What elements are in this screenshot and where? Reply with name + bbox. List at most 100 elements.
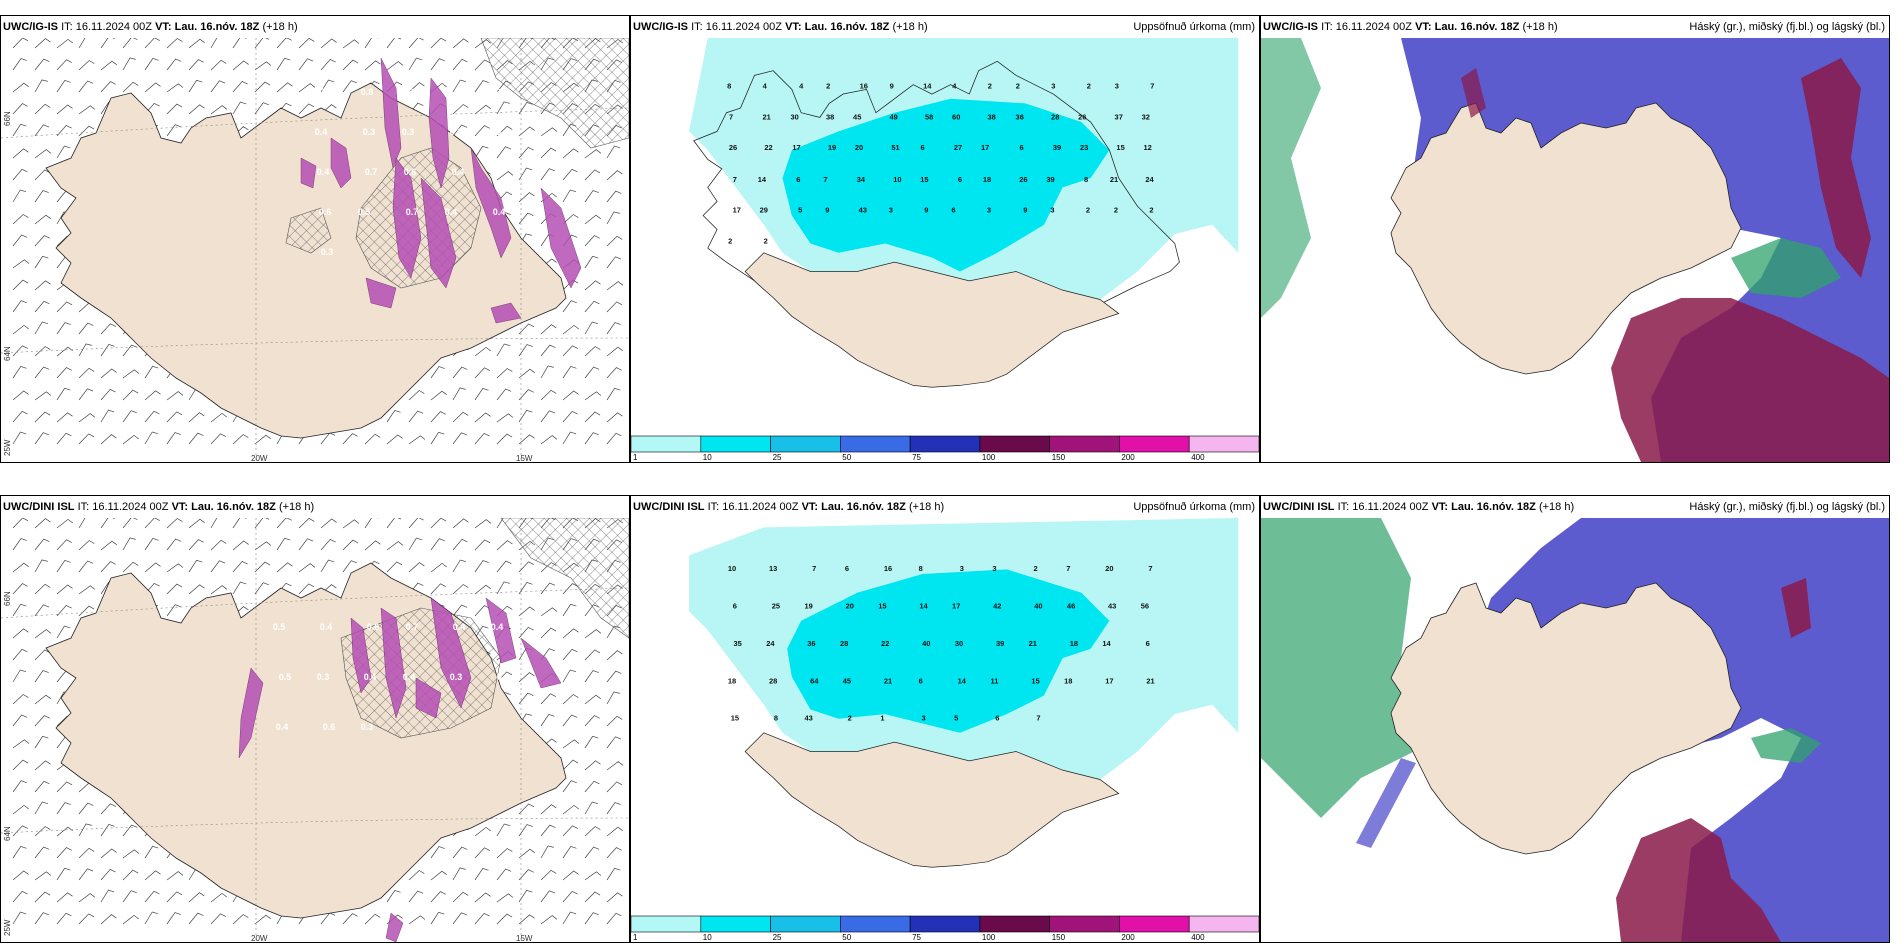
- wind-barb: [78, 802, 94, 815]
- lead-time: (+18 h): [892, 21, 928, 33]
- legend-tick-label: 25: [773, 933, 782, 942]
- iceland-land: [1390, 582, 1742, 855]
- wind-barb: [562, 714, 578, 727]
- vt-value: Lau. 16.nóv. 18Z: [821, 501, 906, 513]
- wind-barb: [34, 559, 48, 573]
- panel-cloud-bottom: UWC/DINI ISL IT: 16.11.2024 00Z VT: Lau.…: [1260, 495, 1890, 943]
- wind-barb: [254, 434, 271, 445]
- wind-barb: [188, 892, 205, 903]
- wind-barb: [166, 871, 184, 881]
- wind-barb: [122, 38, 138, 49]
- wind-barb: [540, 693, 556, 705]
- map-value-label: 19: [828, 143, 836, 152]
- wind-barb: [56, 124, 72, 137]
- wind-barb: [122, 410, 137, 423]
- legend-swatch: [770, 915, 841, 933]
- wind-barb: [496, 868, 512, 881]
- map-value-label: 0.6: [496, 87, 509, 97]
- wind-barb: [232, 540, 249, 551]
- map-value-label: 0.4: [320, 622, 333, 632]
- map-value-label: 14: [919, 602, 928, 611]
- wind-barb: [12, 214, 29, 225]
- wind-barb: [34, 760, 51, 771]
- wind-barb: [452, 518, 469, 529]
- map-value-label: 7: [1150, 81, 1154, 90]
- map-value-label: 13: [769, 564, 777, 573]
- map-value-label: 5: [954, 714, 958, 723]
- lon-15w-label: 15W: [516, 454, 533, 463]
- legend-swatch: [1119, 435, 1190, 453]
- wind-barb: [408, 562, 425, 573]
- map-value-label: 0.5: [273, 622, 286, 632]
- map-value-label: 36: [1016, 112, 1024, 121]
- wind-barb: [78, 38, 92, 49]
- wind-barb: [12, 38, 29, 49]
- map-value-label: 24: [766, 639, 775, 648]
- wind-barb: [232, 60, 249, 71]
- wind-barb: [606, 281, 624, 291]
- wind-barb: [496, 540, 513, 551]
- wind-barb: [562, 410, 578, 423]
- wind-barb: [518, 606, 535, 617]
- vt-value: Lau. 16.nóv. 18Z: [1451, 501, 1536, 513]
- wind-barb: [78, 913, 95, 925]
- wind-barb: [56, 802, 71, 815]
- map-value-label: 9: [890, 81, 894, 90]
- wind-barb: [562, 148, 579, 159]
- map-value-label: 0.4: [448, 87, 461, 97]
- wind-barb: [56, 301, 73, 313]
- wind-barb: [166, 411, 183, 423]
- wind-barb: [584, 694, 601, 705]
- wind-barb: [78, 367, 95, 379]
- wind-barb: [276, 57, 291, 71]
- wind-barb: [166, 583, 183, 595]
- wind-barb: [430, 431, 445, 445]
- legend-tick-label: 100: [982, 933, 996, 942]
- snow-value-labels-top: 0.3 0.8 0.6 0.4 0.6 0.4 0.3 0.3 0.6 0.6 0.4 0.7 0.6 0…: [313, 87, 509, 257]
- wind-barb: [34, 124, 50, 137]
- it-value: 16.11.2024 00Z: [1335, 21, 1412, 33]
- wind-barb: [298, 538, 314, 551]
- wind-barb: [606, 235, 623, 247]
- wind-barb: [518, 626, 534, 639]
- wind-barb: [474, 432, 490, 445]
- wind-barb: [78, 60, 95, 71]
- wind-barb: [474, 59, 491, 71]
- wind-barb: [166, 432, 181, 445]
- map-value-label: 2: [1149, 206, 1153, 215]
- wind-barb: [540, 582, 556, 595]
- map-value-label: 23: [1080, 143, 1088, 152]
- wind-barb: [584, 670, 599, 683]
- wind-barb: [78, 322, 94, 335]
- lat-66n-label: 66N: [3, 591, 12, 606]
- wind-barb: [518, 146, 534, 159]
- wind-barb: [606, 892, 623, 903]
- map-value-label: 46: [1067, 602, 1075, 611]
- wind-barb: [386, 541, 404, 551]
- wind-barb: [584, 280, 601, 291]
- map-value-label: 0.4: [491, 622, 504, 632]
- map-value-label: 11: [991, 676, 999, 685]
- vt-value: Lau. 16.nóv. 18Z: [174, 21, 260, 33]
- wind-barb: [232, 914, 249, 925]
- wind-barb: [452, 411, 469, 423]
- map-value-label: 1: [880, 714, 884, 723]
- wind-barb: [12, 103, 28, 115]
- wind-barb: [452, 387, 466, 401]
- panel-title: UWC/DINI ISL IT: 16.11.2024 00Z VT: Lau.…: [631, 496, 1259, 518]
- wind-barb: [474, 912, 490, 925]
- wind-barb: [56, 59, 72, 71]
- map-value-label: 17: [981, 143, 989, 152]
- map-value-label: 3: [1050, 206, 1054, 215]
- precip-map: 10 13 7 6 16 8 3 3 2 7 20 76 25 19 20 15 14 17 42 40 46 43 563…: [651, 518, 1239, 888]
- wind-barb: [364, 540, 381, 551]
- wind-barb: [144, 410, 160, 423]
- wind-barb: [496, 146, 512, 159]
- wind-barb: [606, 211, 620, 225]
- legend-tick-label: 150: [1052, 453, 1066, 462]
- wind-barb: [606, 691, 620, 705]
- wind-barb: [562, 583, 578, 595]
- wind-barb: [562, 168, 578, 181]
- map-value-label: 9: [825, 206, 829, 215]
- wind-barb: [34, 411, 51, 423]
